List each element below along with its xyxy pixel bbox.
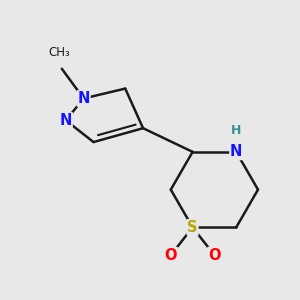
Text: CH₃: CH₃ (48, 46, 70, 59)
Text: N: N (60, 113, 72, 128)
Text: O: O (165, 248, 177, 262)
Text: H: H (231, 124, 242, 136)
Text: O: O (208, 248, 220, 262)
Text: N: N (77, 91, 90, 106)
Text: S: S (188, 220, 198, 235)
Text: N: N (230, 144, 242, 159)
